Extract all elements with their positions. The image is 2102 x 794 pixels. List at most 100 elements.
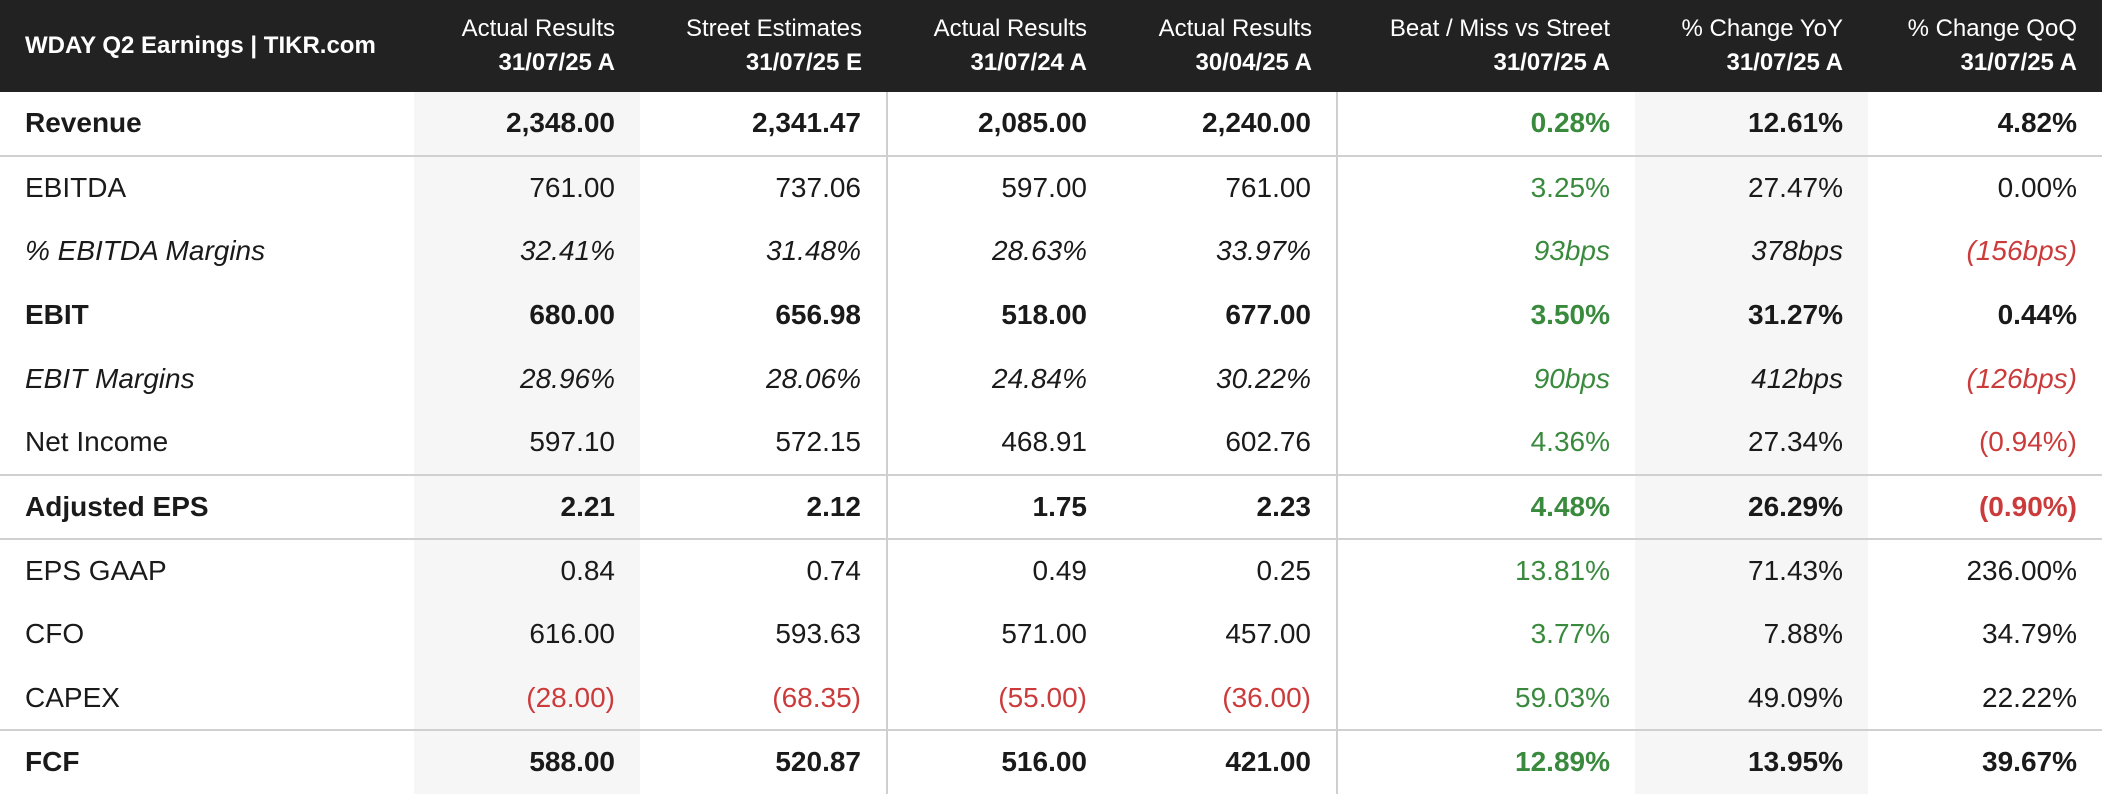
cell: 27.47%: [1635, 154, 1868, 220]
col-header: Actual Results 31/07/24 A: [933, 15, 1087, 76]
col-header: Beat / Miss vs Street 31/07/25 A: [1389, 15, 1610, 76]
row-capex: CAPEX (28.00) (68.35) (55.00) (36.00) 59…: [0, 666, 2102, 730]
cell: 2,085.00: [978, 107, 1087, 139]
cell: 597.10: [414, 410, 640, 475]
cell: 93bps: [1533, 235, 1610, 267]
cell: (126bps): [1966, 363, 2077, 395]
row-ebit-margins: EBIT Margins 28.96% 28.06% 24.84% 30.22%…: [0, 347, 2102, 411]
cell: 27.34%: [1635, 410, 1868, 475]
cell: 2.21: [414, 473, 640, 539]
cell: 3.77%: [1530, 618, 1610, 650]
cell: 59.03%: [1515, 681, 1610, 713]
cell: 656.98: [640, 283, 888, 348]
cell: (68.35): [640, 666, 888, 730]
row-revenue: Revenue 2,348.00 2,341.47 2,085.00 2,240…: [0, 92, 2102, 156]
col-header: % Change YoY 31/07/25 A: [1681, 15, 1843, 76]
cell: 4.82%: [1997, 107, 2077, 139]
cell: 49.09%: [1635, 666, 1868, 730]
row-label: EBIT Margins: [25, 363, 195, 395]
cell: 31.27%: [1635, 283, 1868, 348]
cell: 680.00: [414, 283, 640, 348]
cell: 12.89%: [1337, 728, 1635, 794]
cell: 597.00: [887, 154, 1112, 220]
cell: (0.94%): [1978, 426, 2077, 458]
table-title: WDAY Q2 Earnings | TIKR.com: [25, 32, 376, 59]
cell: 0.00%: [1868, 154, 2102, 220]
cell: 22.22%: [1982, 681, 2077, 713]
cell: 518.00: [1001, 299, 1087, 331]
cell: 33.97%: [1112, 219, 1338, 284]
cell: 71.43%: [1635, 537, 1868, 603]
cell: 4.48%: [1337, 473, 1635, 539]
row-ebitda: EBITDA 761.00 737.06 597.00 761.00 3.25%…: [0, 154, 2102, 220]
cell: 761.00: [414, 154, 640, 220]
row-label: EBIT: [25, 299, 89, 331]
cell: 737.06: [640, 154, 888, 220]
cell: 39.67%: [1868, 728, 2102, 794]
cell: 28.96%: [414, 347, 640, 411]
cell: 3.25%: [1337, 154, 1635, 220]
cell: 0.28%: [1530, 107, 1610, 139]
cell: 0.25: [1112, 537, 1338, 603]
row-ebitda-margins: % EBITDA Margins 32.41% 31.48% 28.63% 33…: [0, 219, 2102, 284]
cell: 2,348.00: [414, 92, 640, 156]
row-label: EPS GAAP: [0, 537, 414, 603]
cell: 13.95%: [1635, 728, 1868, 794]
cell: 0.44%: [1997, 299, 2077, 331]
row-cfo: CFO 616.00 593.63 571.00 457.00 3.77% 7.…: [0, 602, 2102, 667]
row-net-income: Net Income 597.10 572.15 468.91 602.76 4…: [0, 410, 2102, 475]
row-label: CFO: [25, 618, 85, 650]
cell: 602.76: [1112, 410, 1338, 475]
row-eps-gaap: EPS GAAP 0.84 0.74 0.49 0.25 13.81% 71.4…: [0, 537, 2102, 603]
cell: (0.90%): [1868, 473, 2102, 539]
cell: 457.00: [1112, 602, 1338, 667]
cell: 588.00: [414, 728, 640, 794]
row-label: EBITDA: [0, 154, 414, 220]
row-label: Revenue: [25, 107, 142, 139]
cell: 90bps: [1533, 363, 1610, 395]
cell: 593.63: [640, 602, 888, 667]
col-header: % Change QoQ 31/07/25 A: [1907, 15, 2077, 76]
cell: (36.00): [1112, 666, 1338, 730]
cell: 761.00: [1112, 154, 1338, 220]
header-row: WDAY Q2 Earnings | TIKR.com Actual Resul…: [0, 0, 2102, 92]
cell: 34.79%: [1982, 618, 2077, 650]
cell: 24.84%: [992, 363, 1087, 395]
cell: 7.88%: [1635, 602, 1868, 667]
cell: 2,240.00: [1112, 92, 1338, 156]
row-label: FCF: [0, 728, 414, 794]
cell: 2.23: [1112, 473, 1338, 539]
cell: 412bps: [1635, 347, 1868, 411]
cell: 516.00: [887, 728, 1112, 794]
cell: 571.00: [1001, 618, 1087, 650]
cell: 30.22%: [1112, 347, 1338, 411]
cell: 0.74: [640, 537, 888, 603]
cell: 12.61%: [1635, 92, 1868, 156]
cell: 1.75: [887, 473, 1112, 539]
col-header: Actual Results 31/07/25 A: [461, 15, 615, 76]
cell: 616.00: [414, 602, 640, 667]
cell: (28.00): [414, 666, 640, 730]
cell: (55.00): [998, 681, 1087, 713]
cell: 4.36%: [1530, 426, 1610, 458]
cell: (156bps): [1966, 235, 2077, 267]
cell: 520.87: [640, 728, 888, 794]
row-label: % EBITDA Margins: [25, 235, 266, 267]
cell: 572.15: [640, 410, 888, 475]
cell: 13.81%: [1337, 537, 1635, 603]
cell: 2,341.47: [640, 92, 888, 156]
col-header: Street Estimates 31/07/25 E: [685, 15, 862, 76]
cell: 28.63%: [992, 235, 1087, 267]
cell: 26.29%: [1635, 473, 1868, 539]
cell: 32.41%: [414, 219, 640, 284]
cell: 468.91: [1001, 426, 1087, 458]
cell: 378bps: [1635, 219, 1868, 284]
cell: 2.12: [640, 473, 888, 539]
cell: 0.84: [414, 537, 640, 603]
cell: 31.48%: [640, 219, 888, 284]
cell: 28.06%: [640, 347, 888, 411]
row-label: Net Income: [25, 426, 169, 458]
col-header: Actual Results 30/04/25 A: [1158, 15, 1312, 76]
cell: 236.00%: [1868, 537, 2102, 603]
